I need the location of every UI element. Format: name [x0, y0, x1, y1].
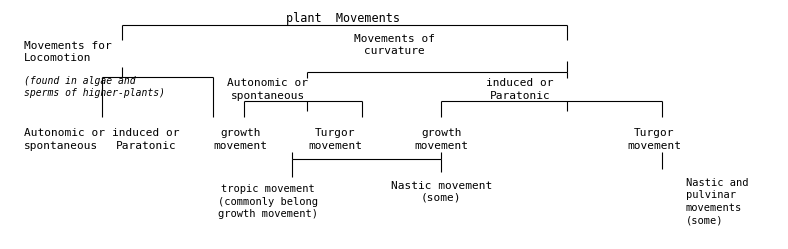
- Text: plant  Movements: plant Movements: [286, 12, 400, 25]
- Text: Turgor
movement: Turgor movement: [627, 128, 681, 151]
- Text: tropic movement
(commonly belong
growth movement): tropic movement (commonly belong growth …: [218, 184, 318, 219]
- Text: Movements of
curvature: Movements of curvature: [354, 34, 434, 56]
- Text: Autonomic or
spontaneous: Autonomic or spontaneous: [24, 128, 105, 151]
- Text: Turgor
movement: Turgor movement: [308, 128, 362, 151]
- Text: growth
movement: growth movement: [414, 128, 468, 151]
- Text: induced or
Paratonic: induced or Paratonic: [112, 128, 180, 151]
- Text: Nastic movement
(some): Nastic movement (some): [391, 181, 492, 203]
- Text: induced or
Paratonic: induced or Paratonic: [486, 78, 554, 101]
- Text: Autonomic or
spontaneous: Autonomic or spontaneous: [228, 78, 308, 101]
- Text: (found in algae and
sperms of higher-plants): (found in algae and sperms of higher-pla…: [24, 76, 165, 98]
- Text: Nastic and
pulvinar
movements
(some): Nastic and pulvinar movements (some): [686, 178, 748, 225]
- Text: growth
movement: growth movement: [214, 128, 267, 151]
- Text: Movements for
Locomotion: Movements for Locomotion: [24, 41, 111, 63]
